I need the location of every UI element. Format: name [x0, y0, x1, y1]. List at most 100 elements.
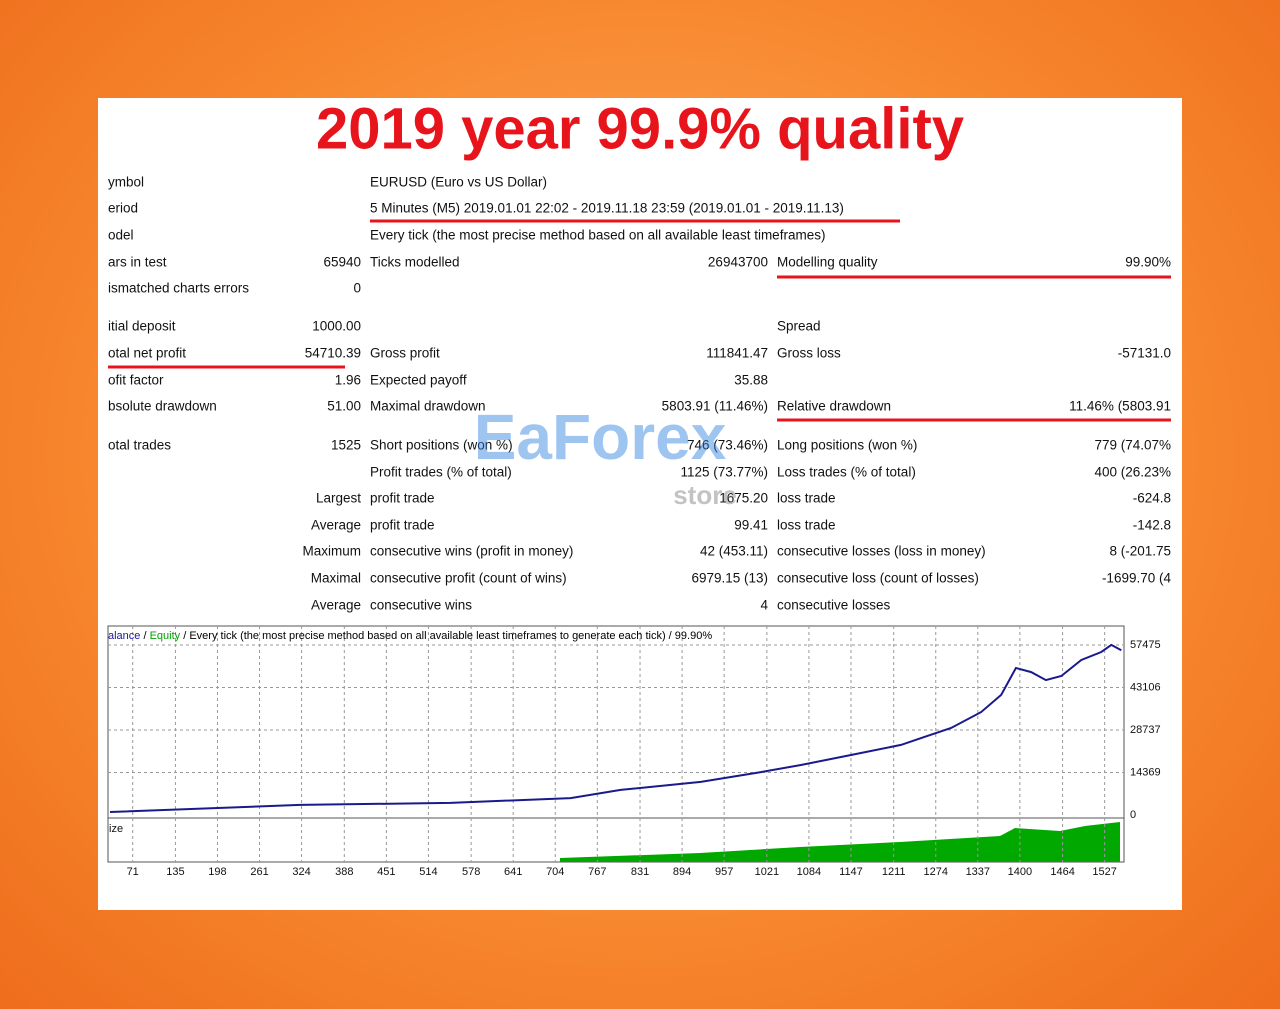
field-label: Maximal drawdown — [370, 399, 486, 414]
field-label: otal trades — [108, 438, 171, 453]
field-label: bsolute drawdown — [108, 399, 217, 414]
field-value: 1000.00 — [312, 319, 361, 334]
x-tick-label: 514 — [419, 866, 437, 878]
x-tick-label: 198 — [208, 866, 226, 878]
x-tick-label: 704 — [546, 866, 564, 878]
field-value: 11.46% (5803.91 — [1069, 399, 1171, 414]
field-label: eriod — [108, 201, 138, 216]
field-value: 1675.20 — [719, 491, 768, 506]
field-value: 99.41 — [734, 518, 768, 533]
field-value: 6979.15 (13) — [691, 571, 768, 586]
x-tick-label: 1527 — [1092, 866, 1116, 878]
x-tick-label: 1274 — [924, 866, 948, 878]
x-tick-label: 1021 — [755, 866, 779, 878]
y-tick-label: 28737 — [1130, 724, 1161, 736]
x-tick-label: 1084 — [797, 866, 821, 878]
legend-entry: Equity — [150, 630, 181, 642]
field-label: otal net profit — [108, 346, 186, 361]
field-value: 1525 — [331, 438, 361, 453]
x-tick-label: 894 — [673, 866, 691, 878]
field-value: -1699.70 (4 — [1102, 571, 1172, 586]
field-label: 5 Minutes (M5) 2019.01.01 22:02 - 2019.1… — [370, 201, 844, 216]
field-label: Gross profit — [370, 346, 440, 361]
x-tick-label: 1211 — [882, 866, 906, 878]
field-value: 1125 (73.77%) — [680, 465, 768, 480]
field-label: ymbol — [108, 175, 144, 190]
y-tick-label: 43106 — [1130, 681, 1161, 693]
field-label: Loss trades (% of total) — [777, 465, 916, 480]
field-label: consecutive losses (loss in money) — [777, 544, 986, 559]
field-value: Average — [311, 518, 361, 533]
field-value: 5803.91 (11.46%) — [662, 399, 768, 414]
legend-entry: / Every tick (the most precise method ba… — [180, 630, 712, 642]
volume-label: ize — [109, 823, 123, 835]
volume-area — [560, 822, 1120, 862]
field-value: Maximum — [302, 544, 361, 559]
field-value: Average — [311, 598, 361, 613]
field-value: 35.88 — [734, 373, 768, 388]
field-label: consecutive wins — [370, 598, 472, 613]
field-label: Relative drawdown — [777, 399, 891, 414]
field-value: 1.96 — [335, 373, 361, 388]
x-tick-label: 71 — [127, 866, 139, 878]
field-label: ars in test — [108, 255, 167, 270]
field-label: Expected payoff — [370, 373, 467, 388]
field-label: consecutive losses — [777, 598, 891, 613]
field-value: 65940 — [323, 255, 361, 270]
field-value: 400 (26.23% — [1094, 465, 1171, 480]
x-tick-label: 641 — [504, 866, 522, 878]
field-label: Short positions (won %) — [370, 438, 513, 453]
y-tick-label: 14369 — [1130, 766, 1161, 778]
field-value: -142.8 — [1133, 518, 1171, 533]
x-tick-label: 1147 — [839, 866, 863, 878]
field-value: 4 — [760, 598, 768, 613]
field-value: 746 (73.46%) — [687, 438, 768, 453]
field-label: Spread — [777, 319, 821, 334]
field-value: 111841.47 — [706, 346, 768, 361]
x-tick-label: 767 — [588, 866, 606, 878]
field-label: Long positions (won %) — [777, 438, 917, 453]
watermark-sub: store — [673, 480, 737, 510]
field-label: consecutive loss (count of losses) — [777, 571, 979, 586]
field-label: profit trade — [370, 518, 435, 533]
field-label: Profit trades (% of total) — [370, 465, 512, 480]
chart-frame — [107, 625, 1125, 863]
field-label: consecutive wins (profit in money) — [370, 544, 573, 559]
x-tick-label: 1400 — [1008, 866, 1032, 878]
x-tick-label: 1337 — [966, 866, 990, 878]
field-label: itial deposit — [108, 319, 176, 334]
field-value: 99.90% — [1125, 255, 1171, 270]
y-tick-label: 0 — [1130, 809, 1136, 821]
legend-entry: / — [140, 630, 149, 642]
field-value: -624.8 — [1133, 491, 1171, 506]
field-label: ofit factor — [108, 373, 164, 388]
field-label: consecutive profit (count of wins) — [370, 571, 567, 586]
legend-entry: alance — [108, 630, 140, 642]
field-value: 8 (-201.75 — [1109, 544, 1171, 559]
x-tick-label: 578 — [462, 866, 480, 878]
field-label: Every tick (the most precise method base… — [370, 228, 825, 243]
x-tick-label: 135 — [166, 866, 184, 878]
field-label: Gross loss — [777, 346, 841, 361]
field-value: 0 — [353, 281, 361, 296]
field-value: 42 (453.11) — [700, 544, 768, 559]
field-label: loss trade — [777, 491, 836, 506]
field-label: odel — [108, 228, 134, 243]
field-value: Maximal — [311, 571, 361, 586]
x-tick-label: 388 — [335, 866, 353, 878]
x-tick-label: 831 — [631, 866, 649, 878]
field-value: 779 (74.07% — [1094, 438, 1171, 453]
field-label: Ticks modelled — [370, 255, 460, 270]
field-label: ismatched charts errors — [108, 281, 249, 296]
balance-line — [109, 643, 1122, 813]
x-tick-label: 261 — [250, 866, 268, 878]
headline: 2019 year 99.9% quality — [316, 96, 964, 161]
field-value: 54710.39 — [305, 346, 361, 361]
x-tick-label: 451 — [377, 866, 395, 878]
chart-legend: alance / Equity / Every tick (the most p… — [108, 630, 712, 642]
y-tick-label: 57475 — [1130, 639, 1161, 651]
field-value: 26943700 — [708, 255, 768, 270]
field-label: loss trade — [777, 518, 836, 533]
